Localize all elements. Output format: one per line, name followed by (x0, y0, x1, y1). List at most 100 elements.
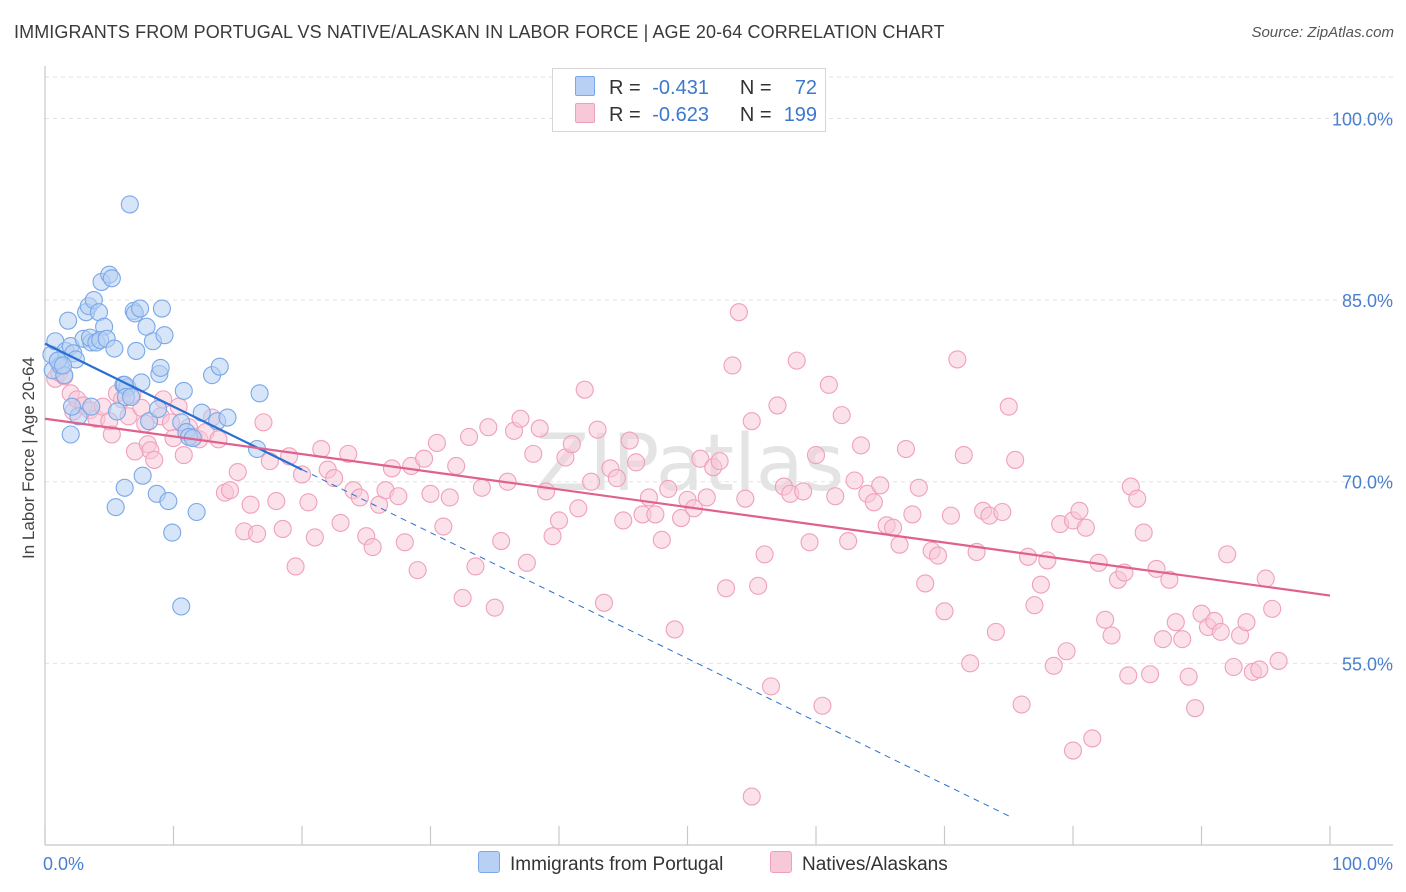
data-point-natives (145, 450, 164, 469)
data-point-natives (1119, 666, 1138, 685)
data-point-natives (582, 472, 601, 491)
correlation-legend: R = -0.431 N = 72 R = -0.623 N = 199 (552, 68, 826, 132)
axis-labels: 0.0% 100.0% In Labor Force | Age 20-64 (19, 357, 1393, 874)
data-point-natives (492, 532, 511, 551)
x-tick-label-min: 0.0% (43, 854, 84, 874)
data-point-natives (485, 598, 504, 617)
data-point-natives (1102, 626, 1121, 645)
data-point-natives (511, 409, 530, 428)
legend-row-portugal: R = -0.431 N = 72 (575, 76, 817, 100)
y-tick-label: 85.0% (1342, 291, 1393, 311)
data-point-natives (1166, 613, 1185, 632)
data-point-natives (742, 787, 761, 806)
data-point-natives (672, 508, 691, 528)
data-point-natives (1141, 665, 1160, 684)
data-point-natives (325, 469, 344, 488)
data-point-portugal (133, 466, 152, 485)
data-point-natives (220, 481, 240, 500)
data-point-natives (1031, 575, 1050, 594)
data-point-natives (299, 493, 318, 512)
data-point-natives (1012, 695, 1031, 714)
data-point-natives (1186, 699, 1205, 718)
data-point-natives (916, 574, 935, 593)
data-point-natives (729, 303, 748, 322)
data-point-portugal (105, 339, 124, 358)
trend-line-natives (44, 417, 1331, 597)
axes (44, 66, 1393, 846)
data-point-natives (929, 546, 948, 565)
data-point-natives (350, 488, 369, 507)
data-point-natives (575, 380, 594, 399)
bottom-legend-natives: Natives/Alaskans (770, 851, 948, 876)
data-point-portugal (102, 269, 121, 288)
data-point-natives (826, 487, 845, 506)
data-point-portugal (59, 311, 78, 330)
data-point-natives (871, 476, 890, 495)
data-point-natives (1218, 545, 1237, 564)
data-point-portugal (115, 478, 134, 497)
data-point-natives (241, 495, 260, 514)
data-point-natives (935, 602, 954, 621)
legend-r-value: -0.623 (652, 104, 709, 126)
y-axis-label: In Labor Force | Age 20-64 (19, 357, 38, 559)
data-point-natives (524, 444, 543, 463)
data-point-natives (845, 471, 864, 490)
data-point-natives (453, 588, 472, 608)
data-point-natives (537, 482, 556, 501)
data-point-natives (530, 419, 549, 438)
data-point-natives (948, 350, 967, 369)
data-point-natives (1070, 501, 1089, 520)
data-point-natives (1038, 551, 1057, 570)
data-point-portugal (172, 597, 191, 616)
data-point-natives (864, 493, 883, 512)
data-point-natives (1153, 630, 1172, 649)
data-point-natives (1173, 630, 1192, 649)
data-point-natives (174, 446, 193, 465)
data-point-natives (646, 505, 665, 524)
data-point-portugal (210, 357, 229, 376)
data-point-natives (594, 593, 614, 612)
data-point-portugal (61, 425, 80, 444)
data-point-natives (254, 413, 273, 432)
data-point-natives (1263, 599, 1282, 618)
data-point-natives (389, 487, 408, 506)
data-point-portugal (218, 408, 237, 427)
data-point-natives (562, 435, 581, 454)
data-point-natives (961, 654, 980, 673)
data-point-natives (421, 484, 440, 503)
data-point-natives (292, 465, 312, 484)
data-point-portugal (250, 384, 269, 403)
trend-lines (44, 342, 1331, 817)
data-point-natives (395, 533, 414, 552)
data-point-natives (459, 427, 479, 446)
data-point-natives (1083, 729, 1102, 748)
data-point-portugal (159, 492, 178, 511)
data-point-portugal (82, 397, 101, 416)
data-point-natives (954, 446, 973, 465)
bottom-legend-portugal: Immigrants from Portugal (478, 851, 723, 876)
data-point-portugal (127, 341, 146, 360)
bottom-legend-swatch-blue (478, 851, 500, 873)
data-point-natives (1250, 660, 1269, 679)
data-point-natives (736, 489, 755, 508)
data-point-natives (627, 453, 646, 472)
data-point-natives (1269, 651, 1288, 670)
legend-r-label: R = (609, 77, 641, 99)
data-point-natives (543, 527, 562, 546)
legend-n-value: 72 (794, 77, 818, 99)
data-point-natives (749, 576, 768, 595)
data-point-portugal (120, 195, 139, 214)
data-point-natives (1063, 741, 1083, 760)
data-point-natives (832, 406, 851, 425)
data-point-natives (691, 449, 710, 468)
data-point-natives (1076, 518, 1095, 537)
data-point-natives (986, 622, 1005, 641)
data-point-natives (472, 478, 491, 497)
data-point-natives (102, 425, 121, 444)
data-point-natives (1128, 489, 1147, 508)
data-point-natives (607, 469, 626, 488)
data-point-natives (363, 538, 382, 557)
data-point-natives (665, 620, 684, 639)
y-tick-label: 55.0% (1342, 654, 1393, 674)
